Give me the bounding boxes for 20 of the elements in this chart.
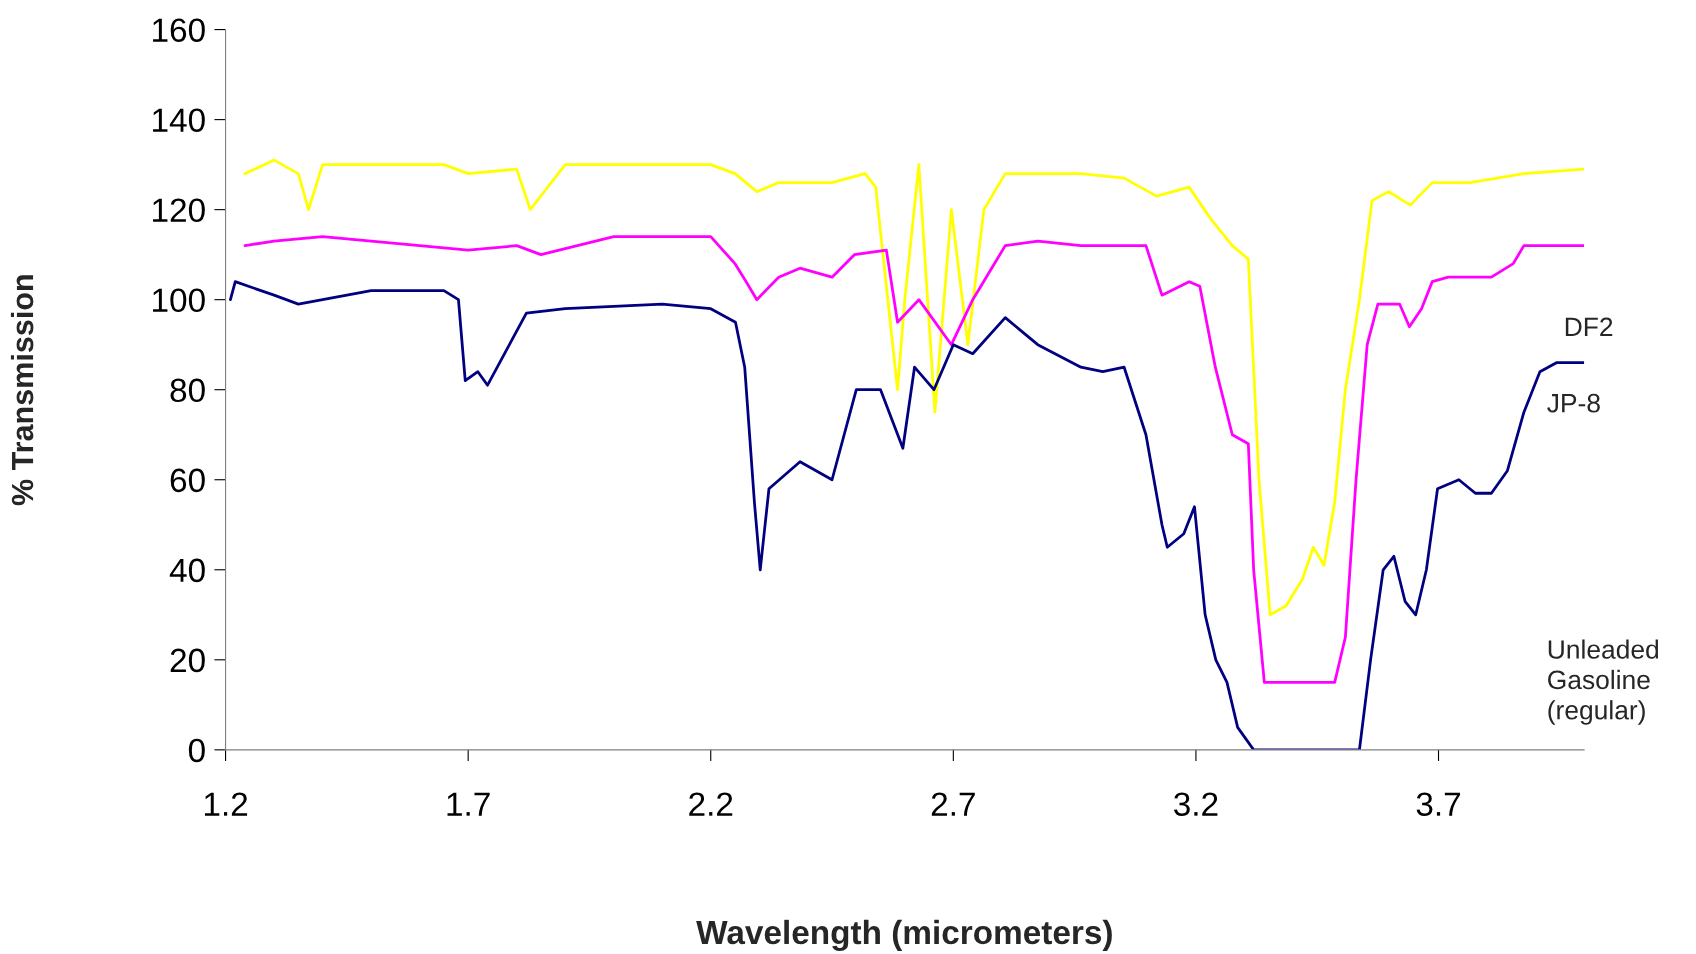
y-tick-label: 160: [153, 18, 205, 42]
annotation: JP-8: [1547, 393, 1600, 413]
y-tick-label: 40: [169, 558, 205, 583]
x-tick-label: 2.7: [931, 792, 975, 816]
x-axis-title: Wavelength (micrometers): [696, 919, 1112, 952]
y-tick-label: 0: [188, 738, 205, 763]
x-tick-label: 1.7: [447, 792, 490, 816]
x-tick-label: 1.2: [204, 792, 248, 816]
y-tick-label: 20: [170, 648, 205, 673]
annotation: DF2: [1565, 317, 1613, 336]
y-tick-label: 60: [170, 468, 205, 493]
y-tick-label: 100: [153, 288, 205, 313]
y-tick-label: 80: [170, 378, 205, 403]
y-tick-label: 120: [153, 198, 205, 223]
x-tick-label: 3.7: [1416, 792, 1461, 816]
y-tick-label: 140: [153, 108, 205, 133]
y-axis-title: % Transmission: [10, 275, 34, 506]
x-tick-label: 2.2: [689, 792, 733, 816]
annotation: Unleaded Gasoline (regular): [1548, 639, 1659, 725]
x-tick-label: 3.2: [1174, 792, 1218, 816]
